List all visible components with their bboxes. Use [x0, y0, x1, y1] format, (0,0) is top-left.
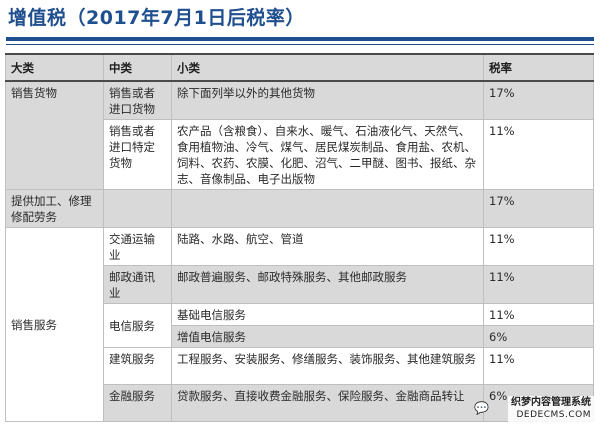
minor-cell	[103, 189, 172, 228]
rate-cell: 11%	[483, 265, 594, 304]
rate-cell: 11%	[483, 119, 594, 190]
header-major: 大类	[5, 53, 104, 82]
header-rate: 税率	[483, 53, 594, 82]
sub-cell	[171, 189, 484, 228]
minor-cell: 电信服务	[103, 303, 172, 348]
rate-cell: 11%	[483, 227, 594, 266]
sub-cell: 工程服务、安装服务、修缮服务、装饰服务、其他建筑服务	[171, 347, 484, 385]
table-row: 建筑服务 工程服务、安装服务、修缮服务、装饰服务、其他建筑服务 11%	[6, 347, 594, 385]
table-row: 销售服务 交通运输业 陆路、水路、航空、管道 11%	[5, 227, 594, 422]
table-row: 销售或者进口特定货物 农产品（含粮食）、自来水、暖气、石油液化气、天然气、食用植…	[6, 119, 594, 190]
minor-cell: 建筑服务	[103, 347, 172, 385]
rate-cell: 11%	[483, 303, 594, 326]
rate-cell: 6%	[483, 325, 594, 348]
table-row: 增值电信服务 6%	[6, 325, 594, 348]
table-header-row: 大类 中类 小类 税率	[5, 53, 594, 82]
major-cell: 销售服务	[5, 227, 104, 422]
tax-rate-table: 大类 中类 小类 税率 销售货物 销售或者进口货物 除下面列举以外的其他货物 1…	[5, 53, 594, 422]
major-cell: 销售货物	[5, 80, 104, 190]
title-underline-thick	[6, 37, 594, 41]
minor-cell: 交通运输业	[103, 227, 172, 266]
header-minor: 中类	[103, 53, 172, 82]
sub-cell: 邮政普遍服务、邮政特殊服务、其他邮政服务	[171, 265, 484, 304]
rate-cell: 17%	[483, 189, 594, 228]
table-row: 提供加工、修理修配劳务 17%	[5, 189, 594, 228]
minor-cell: 金融服务	[103, 384, 172, 422]
minor-cell: 销售或者进口特定货物	[103, 119, 172, 190]
sub-cell: 农产品（含粮食）、自来水、暖气、石油液化气、天然气、食用植物油、冷气、煤气、居民…	[171, 119, 484, 190]
sub-cell: 除下面列举以外的其他货物	[171, 80, 484, 120]
table-row: 电信服务 基础电信服务 11%	[6, 303, 594, 348]
sub-cell: 贷款服务、直接收费金融服务、保险服务、金融商品转让	[171, 384, 484, 422]
table-row: 邮政通讯业 邮政普遍服务、邮政特殊服务、其他邮政服务 11%	[6, 265, 594, 304]
sub-cell: 增值电信服务	[171, 325, 484, 348]
minor-cell: 销售或者进口货物	[103, 80, 172, 120]
major-cell: 提供加工、修理修配劳务	[5, 189, 104, 228]
watermark: 织梦内容管理系统 DEDECMS.COM	[508, 396, 594, 422]
watermark-line1: 织梦内容管理系统	[511, 397, 591, 408]
page-title: 增值税（2017年7月1日后税率）	[8, 7, 305, 29]
rate-cell: 11%	[483, 347, 594, 385]
minor-cell: 邮政通讯业	[103, 265, 172, 304]
watermark-line2: DEDECMS.COM	[516, 410, 591, 420]
sub-cell: 基础电信服务	[171, 303, 484, 326]
title-underline-thin	[6, 44, 594, 45]
wechat-icon: 💬	[474, 401, 489, 415]
table-row: 销售货物 销售或者进口货物 除下面列举以外的其他货物 17%	[5, 80, 594, 190]
rate-cell: 17%	[483, 80, 594, 120]
header-sub: 小类	[171, 53, 484, 82]
sub-cell: 陆路、水路、航空、管道	[171, 227, 484, 266]
